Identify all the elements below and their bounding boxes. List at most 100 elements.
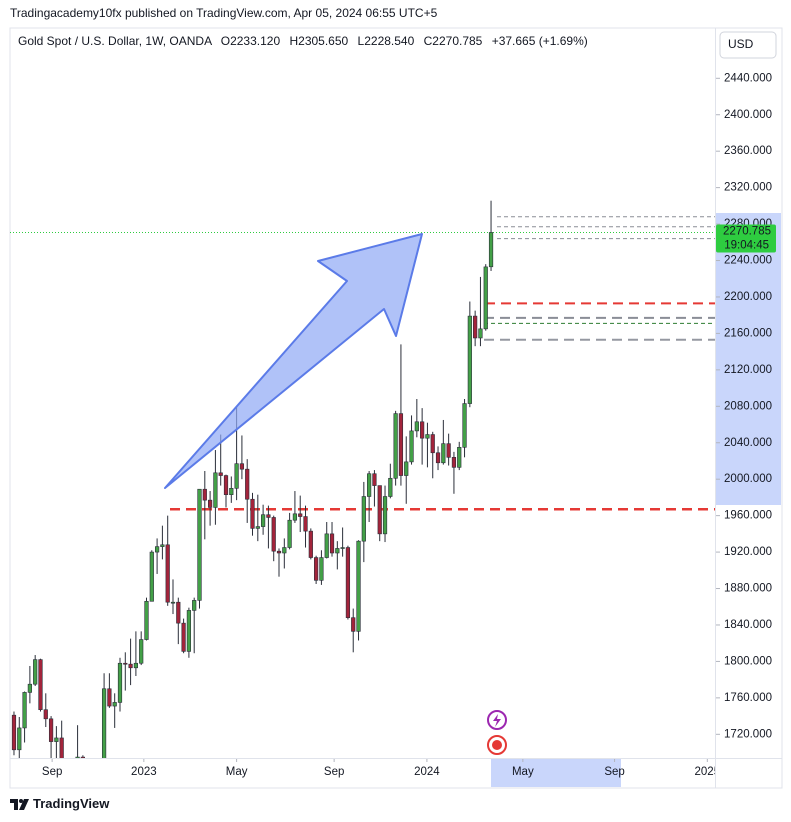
candle-body — [271, 517, 276, 552]
last-price-badge — [716, 224, 776, 253]
last-price-label: 2270.785 — [723, 225, 771, 237]
candle-body — [234, 463, 239, 489]
candle-body — [329, 533, 335, 554]
publisher-line: Tradingacademy10fx published on TradingV… — [10, 6, 438, 20]
candle-body — [478, 328, 483, 339]
y-tick-label: 1880.000 — [724, 583, 772, 595]
event-icon-bolt — [493, 714, 501, 727]
candle-body — [154, 546, 160, 553]
candle-body — [22, 692, 27, 729]
candle-body — [117, 662, 123, 703]
candle-body — [266, 514, 271, 518]
candle-body — [170, 601, 176, 604]
x-tick-label: 2024 — [414, 766, 440, 778]
y-tick-label: 1960.000 — [724, 510, 772, 522]
candle-body — [33, 659, 38, 685]
logo-slash — [19, 799, 29, 810]
candle-body — [324, 533, 329, 558]
countdown-label: 19:04:45 — [724, 239, 769, 251]
symbol-title: Gold Spot / U.S. Dollar, 1W, OANDA — [18, 34, 212, 48]
x-tick-label: May — [512, 766, 534, 778]
y-tick-label: 2320.000 — [724, 182, 772, 194]
symbol-legend: Gold Spot / U.S. Dollar, 1W, OANDA O2233… — [18, 34, 588, 48]
candle-body — [123, 662, 128, 665]
price-range-highlight — [716, 213, 781, 505]
y-tick-label: 2080.000 — [724, 400, 772, 412]
candle-body — [112, 702, 117, 707]
candle-body — [488, 232, 494, 268]
candle-body — [398, 413, 404, 476]
candle-body — [128, 663, 133, 669]
axis-layer: 1720.000 1760.000 1800.000 1840.000 1880.000… — [716, 72, 776, 740]
candle-body — [197, 488, 202, 601]
ohlc-close: C2270.785 — [424, 34, 483, 48]
candle-body — [451, 457, 457, 468]
candle-body — [340, 547, 345, 549]
candle-body — [473, 315, 478, 339]
candle-body — [160, 544, 165, 547]
y-tick-label: 2200.000 — [724, 291, 772, 303]
y-tick-label: 2000.000 — [724, 473, 772, 485]
candle-body — [202, 488, 207, 501]
candle-body — [287, 519, 292, 548]
ohlc-high: H2305.650 — [289, 34, 348, 48]
currency-label[interactable]: USD — [728, 37, 754, 51]
x-tick-label: May — [226, 766, 248, 778]
candle-body — [308, 530, 313, 558]
candle-body — [303, 516, 308, 532]
candle-body — [393, 413, 398, 479]
y-tick-label: 1920.000 — [724, 546, 772, 558]
logo-dot — [19, 799, 23, 803]
candle-body — [435, 452, 441, 464]
y-tick-label: 2360.000 — [724, 145, 772, 157]
candle-body — [208, 499, 213, 508]
candle-body — [345, 547, 351, 618]
candle-body — [38, 659, 43, 711]
candle-body — [298, 513, 303, 517]
candle-body — [223, 475, 229, 495]
currency-button-box[interactable] — [719, 31, 777, 59]
levels-layer — [10, 216, 715, 511]
x-tick-label: Sep — [324, 766, 344, 778]
candle-body — [17, 727, 22, 751]
candle-body — [229, 488, 234, 495]
candle-body — [276, 550, 282, 554]
y-tick-label: 1800.000 — [724, 655, 772, 667]
time-axis-layer: Sep 2023 May Sep 2024 May Sep 2025 — [42, 759, 721, 778]
candle-body — [356, 540, 361, 632]
candle-body — [213, 472, 218, 508]
y-tick-label: 2120.000 — [724, 364, 772, 376]
y-tick-label: 1760.000 — [724, 692, 772, 704]
currency-button[interactable]: USD — [719, 31, 777, 59]
candle-body — [367, 473, 372, 497]
chart-frame — [9, 27, 783, 789]
candle-body — [80, 756, 85, 758]
candle-body — [425, 434, 430, 439]
candle-body — [192, 600, 197, 611]
candle-body — [176, 601, 181, 624]
x-tick-label: Sep — [604, 766, 624, 778]
candle-body — [446, 443, 451, 458]
candle-body — [388, 477, 393, 497]
candle-body — [218, 472, 223, 476]
candle-body — [292, 513, 298, 521]
candle-body — [457, 447, 462, 468]
candle-body — [335, 548, 340, 554]
candle-body — [11, 714, 17, 751]
candle-body — [430, 434, 435, 454]
x-tick-label: Sep — [42, 766, 62, 778]
candle-body — [181, 622, 186, 652]
candles-layer — [11, 200, 494, 758]
x-tick-label: 2023 — [131, 766, 157, 778]
candle-body — [441, 443, 446, 464]
candle-body — [409, 430, 414, 463]
candle-body — [404, 461, 409, 476]
x-tick-label: 2025 — [695, 766, 721, 778]
tradingview-logo: TradingView — [10, 796, 110, 811]
y-tick-label: 2240.000 — [724, 255, 772, 267]
candle-body — [101, 688, 107, 758]
ohlc-open: O2233.120 — [221, 34, 281, 48]
ohlc-low: L2228.540 — [358, 34, 415, 48]
